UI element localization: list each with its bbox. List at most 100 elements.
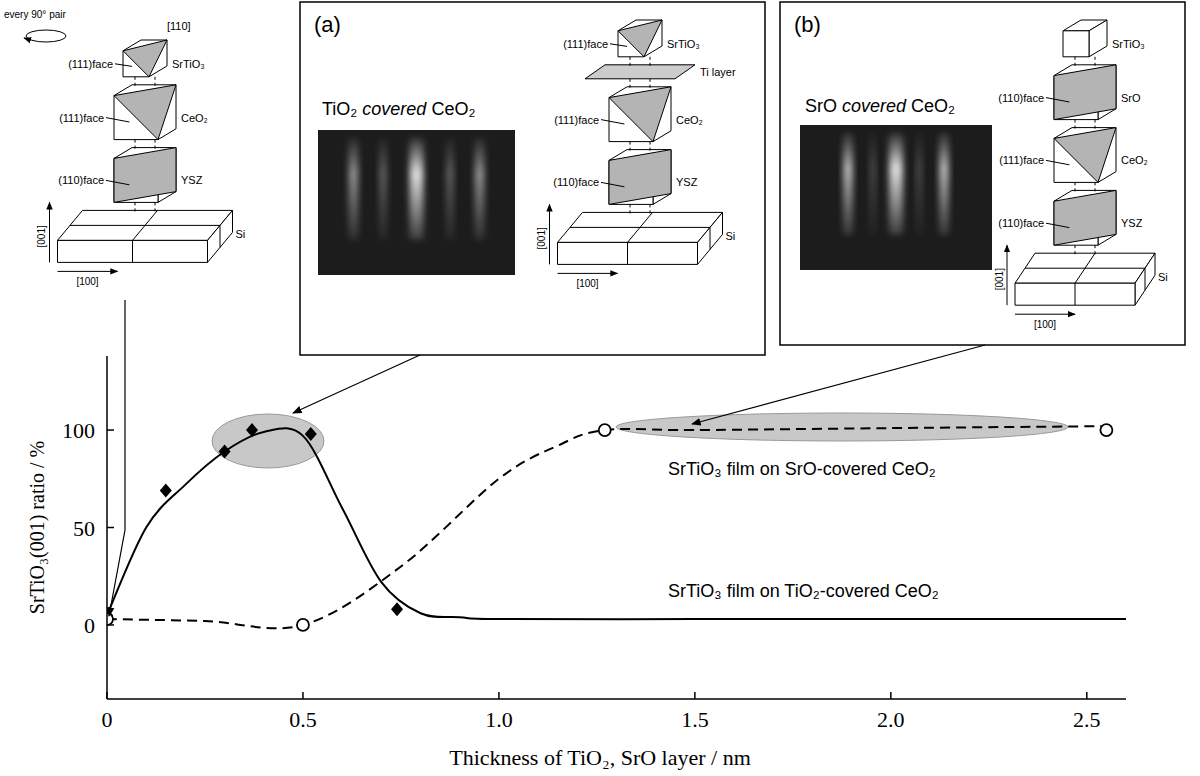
face-label: (111)face	[59, 112, 104, 124]
y-tick	[107, 429, 114, 431]
data-point	[1100, 424, 1112, 436]
x-tick-label: 2.0	[877, 707, 905, 732]
series-label: SrTiO₃ film on SrO-covered CeO₂	[668, 459, 936, 479]
data-point	[107, 613, 113, 625]
caption-part: covered	[362, 99, 427, 119]
connector	[650, 204, 651, 216]
series-group	[107, 423, 1126, 631]
panel-letter: (a)	[314, 12, 341, 37]
connector	[135, 202, 136, 214]
data-point	[391, 602, 403, 616]
plane-111	[609, 87, 671, 142]
face-label: (111)face	[563, 38, 608, 50]
layer-name: SrTiO₃	[1112, 38, 1145, 50]
si-top	[1015, 253, 1155, 283]
layer-name: CeO₂	[676, 114, 703, 126]
axis-label: [110]	[167, 20, 191, 32]
caption: SrO covered CeO₂	[805, 96, 955, 116]
plane-110	[114, 148, 176, 203]
data-point	[599, 424, 611, 436]
y-tick-label: 50	[73, 516, 95, 541]
x-tick-label: 2.5	[1073, 707, 1101, 732]
layer-name: Si	[1158, 271, 1168, 283]
axis-label: [100]	[576, 278, 598, 289]
rheed-streak	[379, 138, 387, 240]
y-axis-title: SrTiO₃(001) ratio / %	[26, 441, 49, 614]
x-tick	[890, 692, 892, 699]
connector	[1095, 57, 1096, 69]
connector	[630, 79, 631, 91]
figure: SrTiO₃ film on TiO₂-covered CeO₂ SrTiO₃ f…	[0, 0, 1200, 776]
rheed-streak	[410, 138, 424, 240]
caption-part: TiO₂	[322, 99, 362, 119]
connector	[155, 140, 156, 152]
x-tick-label: 0.5	[289, 707, 317, 732]
cube-front	[1063, 31, 1089, 57]
rheed-streak	[916, 133, 922, 235]
si-top	[558, 212, 723, 242]
inset-box	[780, 2, 1185, 345]
background	[0, 0, 1200, 776]
rotation-arrow-head	[24, 38, 30, 40]
connector	[1095, 245, 1096, 257]
rheed-streak	[348, 138, 358, 240]
si-front	[558, 242, 698, 264]
si-side	[698, 212, 723, 264]
inset-box	[300, 2, 765, 355]
x-tick-label: 1.0	[485, 707, 513, 732]
layer-name: SrTiO₃	[172, 58, 205, 70]
x-tick-label: 0	[102, 707, 113, 732]
si-grid	[132, 240, 133, 262]
data-point	[246, 423, 258, 437]
fit-line	[107, 426, 1106, 628]
data-point	[297, 619, 309, 631]
leader	[293, 355, 420, 413]
layer-name: SrO	[1121, 92, 1141, 104]
x-tick-label: 1.5	[681, 707, 709, 732]
face-label: (111)face	[68, 58, 113, 70]
face-leader	[1046, 160, 1069, 164]
axis-label: [001]	[37, 225, 48, 247]
si-grid	[710, 227, 711, 249]
y-tick-label: 0	[84, 613, 95, 638]
connector	[135, 140, 136, 152]
connector	[1075, 182, 1076, 194]
connector	[630, 142, 631, 154]
x-tick	[498, 692, 500, 699]
face-leader	[115, 64, 132, 67]
layer-name: YSZ	[181, 174, 203, 186]
inset-b: (b)SrO covered CeO₂SrTiO₃SrO(110)faceCeO…	[780, 2, 1185, 345]
x-tick	[1086, 692, 1088, 699]
x-tick	[106, 692, 108, 699]
connector	[630, 57, 631, 69]
face-leader	[1046, 98, 1069, 102]
rotation-arrow	[26, 30, 66, 42]
si-grid	[570, 227, 710, 228]
layer-name: Si	[726, 230, 736, 242]
si-side	[208, 210, 233, 262]
connector	[1075, 120, 1076, 132]
face-leader	[601, 182, 624, 186]
connector	[1075, 57, 1076, 69]
data-point	[219, 444, 231, 458]
series-label: SrTiO₃ film on TiO₂-covered CeO₂	[668, 581, 939, 601]
si-grid	[220, 225, 221, 247]
rheed-image	[800, 125, 992, 270]
face-leader	[601, 120, 624, 124]
data-point	[305, 427, 317, 441]
layer-name: YSZ	[676, 176, 698, 188]
caption: TiO₂ covered CeO₂	[322, 99, 475, 119]
face-leader	[106, 118, 129, 122]
connector	[155, 77, 156, 89]
si-grid	[1145, 268, 1146, 290]
panel-letter: (b)	[794, 12, 821, 37]
plane-111	[114, 85, 176, 140]
face-label: (111)face	[554, 114, 599, 126]
highlight	[616, 413, 1068, 441]
axis-arrow	[58, 271, 118, 272]
plane-110	[609, 150, 671, 205]
connector	[155, 202, 156, 214]
connector	[1095, 120, 1096, 132]
y-tick-label: 100	[62, 418, 95, 443]
si-side	[1135, 253, 1155, 305]
